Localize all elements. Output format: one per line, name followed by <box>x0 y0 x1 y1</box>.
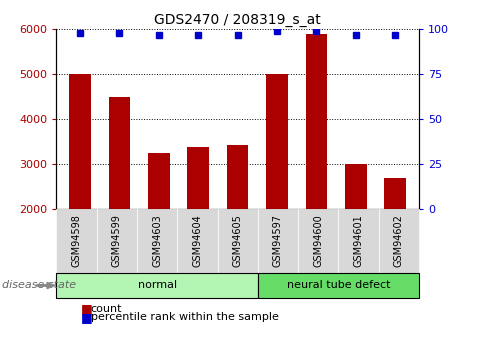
Text: GSM94605: GSM94605 <box>233 214 243 267</box>
Text: GSM94597: GSM94597 <box>273 214 283 267</box>
Bar <box>306 34 327 209</box>
Text: GSM94601: GSM94601 <box>353 214 364 267</box>
Text: GSM94604: GSM94604 <box>193 214 202 267</box>
Bar <box>385 178 406 209</box>
Text: GSM94598: GSM94598 <box>72 214 81 267</box>
Text: count: count <box>91 304 122 314</box>
Bar <box>345 164 367 209</box>
Text: ■: ■ <box>81 302 93 315</box>
Text: GSM94602: GSM94602 <box>394 214 404 267</box>
Text: GSM94603: GSM94603 <box>152 214 162 267</box>
Title: GDS2470 / 208319_s_at: GDS2470 / 208319_s_at <box>154 13 321 27</box>
Bar <box>266 74 288 209</box>
Text: GSM94600: GSM94600 <box>313 214 323 267</box>
Text: disease state: disease state <box>2 280 76 290</box>
Text: normal: normal <box>138 280 176 290</box>
Bar <box>69 74 91 209</box>
Bar <box>227 145 248 209</box>
Text: neural tube defect: neural tube defect <box>287 280 390 290</box>
Text: GSM94599: GSM94599 <box>112 214 122 267</box>
Text: ■: ■ <box>81 311 93 324</box>
Bar <box>187 147 209 209</box>
Bar <box>148 152 170 209</box>
Text: percentile rank within the sample: percentile rank within the sample <box>91 313 278 322</box>
Bar <box>109 97 130 209</box>
